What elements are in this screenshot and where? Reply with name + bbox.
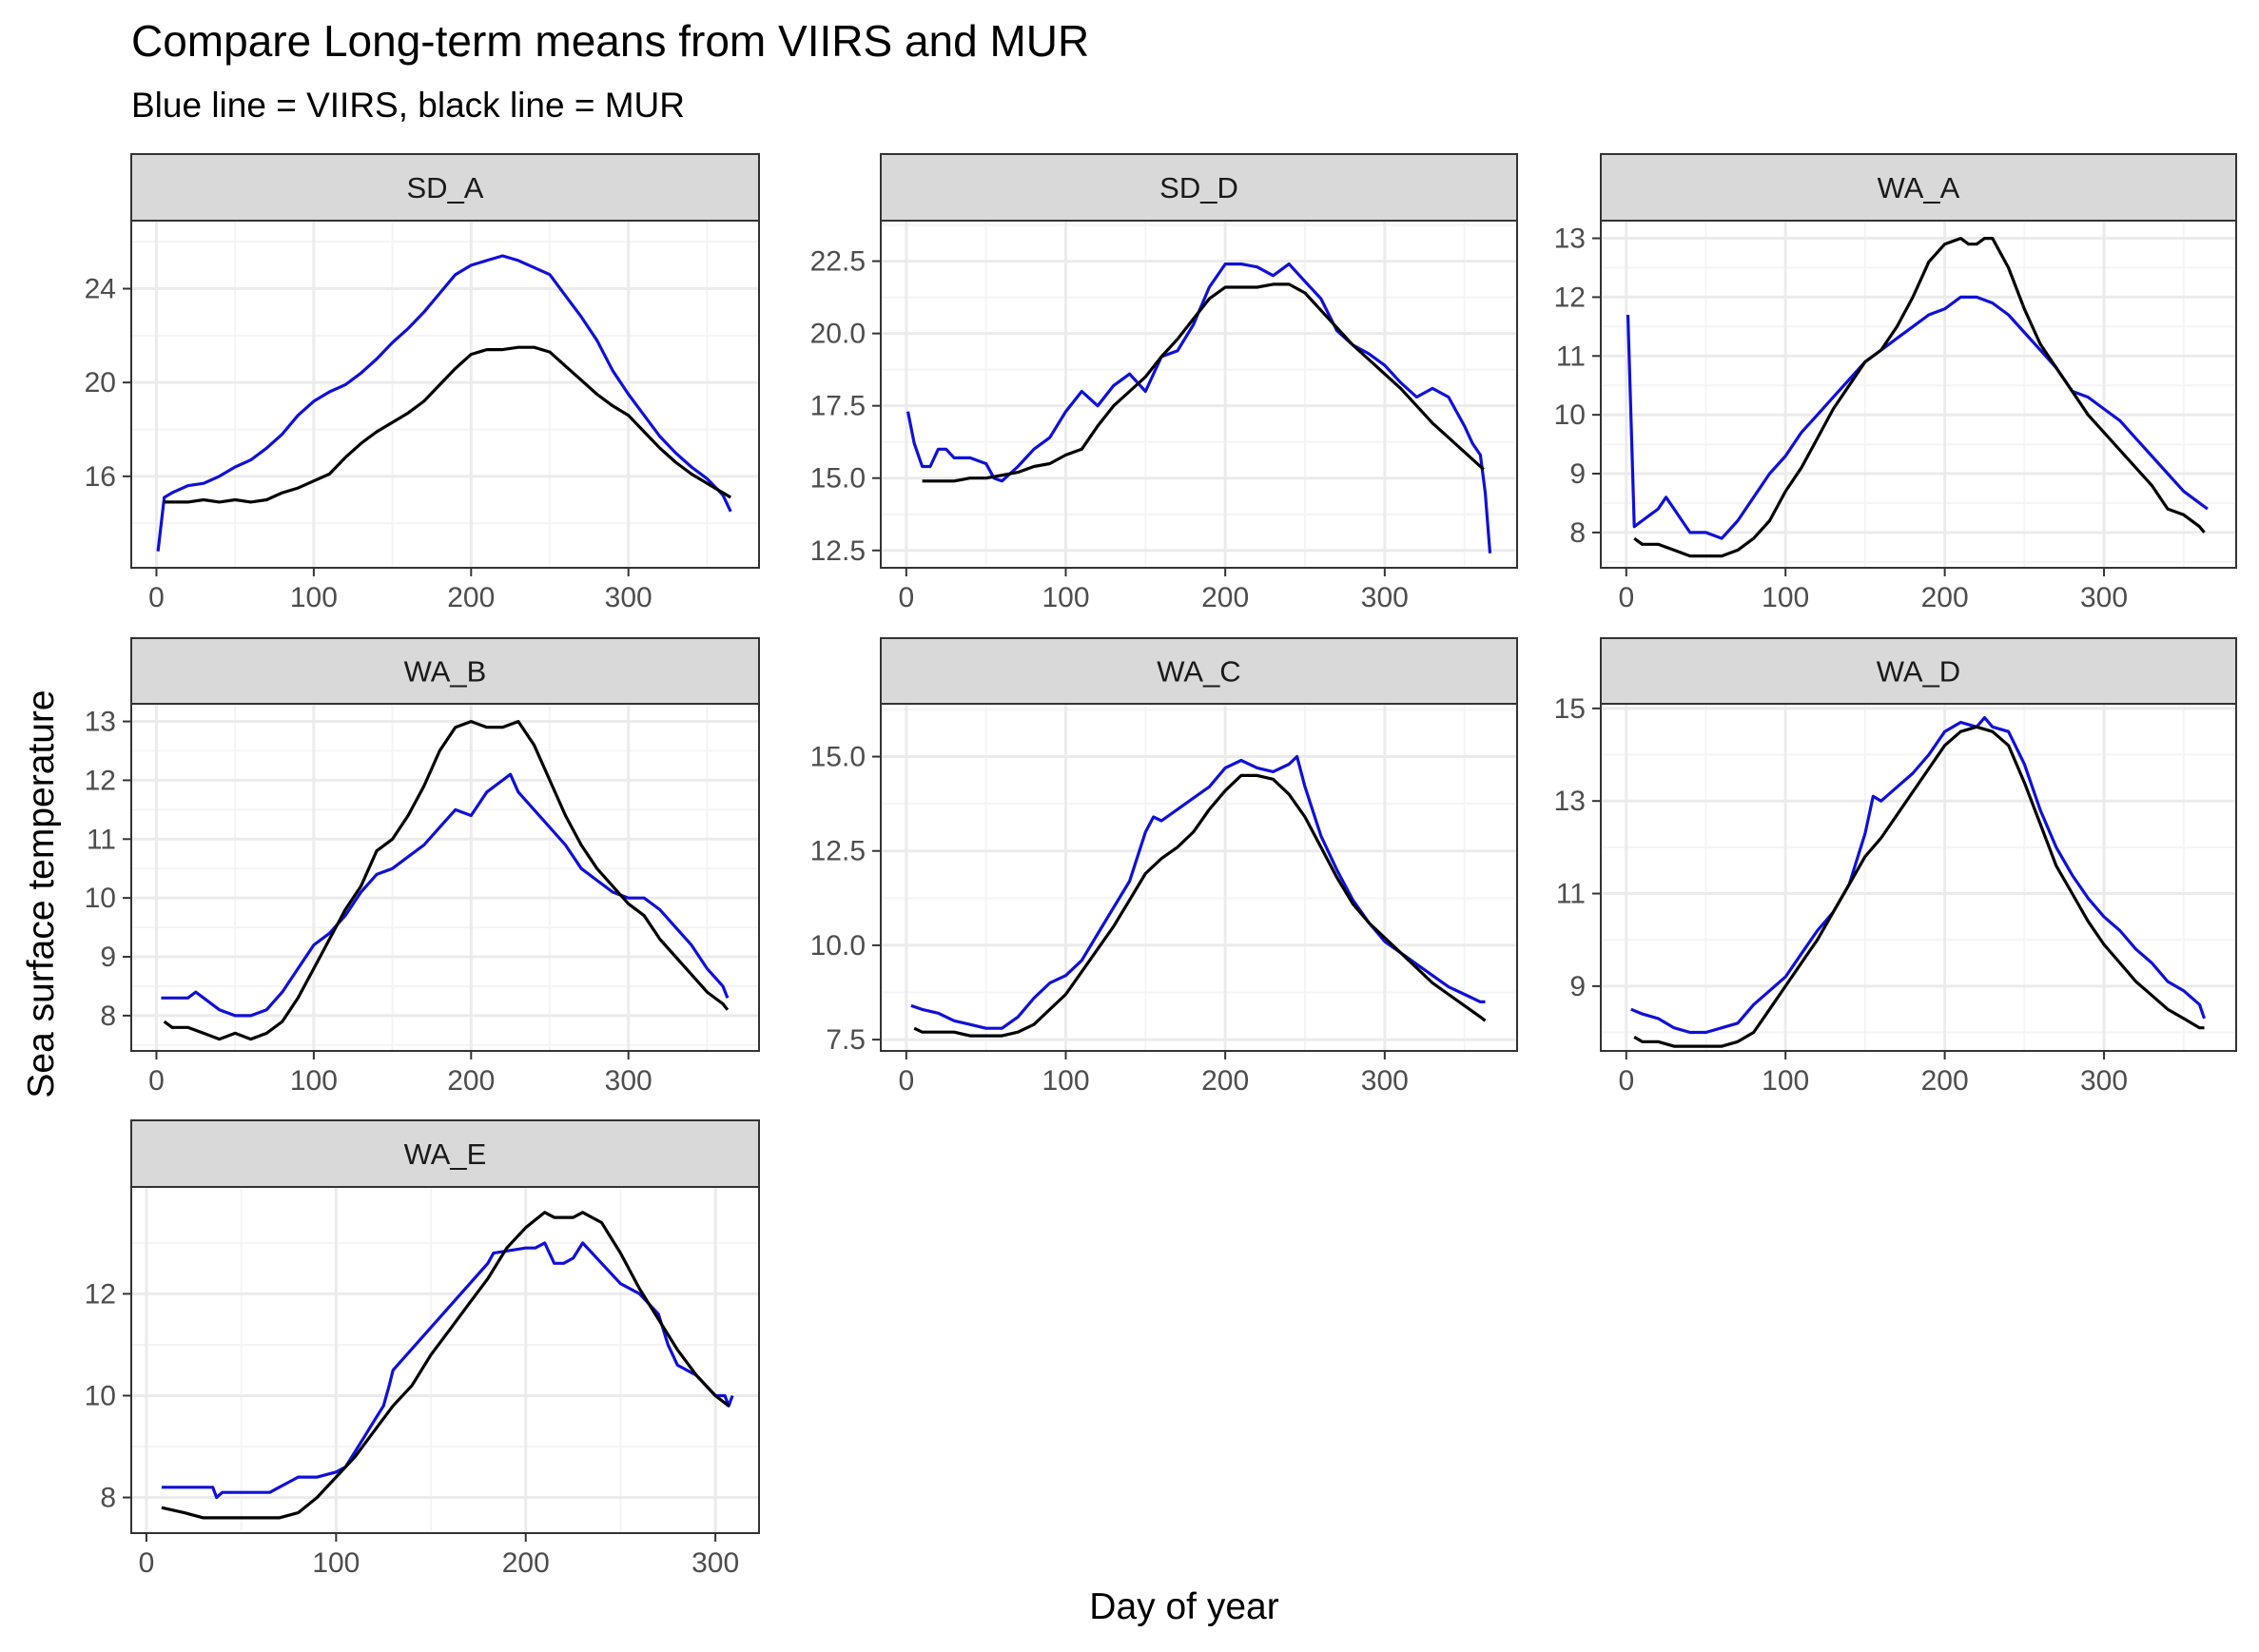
x-tick-label: 300 — [2080, 582, 2128, 613]
plot-background — [131, 704, 759, 1051]
y-tick-label: 8 — [1569, 517, 1586, 549]
panel-sd-d: SD_D 0 100 200 300 12.5 15.0 17.5 20.0 22.5 — [810, 154, 1517, 613]
y-tick-label: 15.0 — [810, 742, 866, 773]
x-tick-label: 0 — [898, 582, 914, 613]
y-tick-label: 13 — [1554, 224, 1586, 255]
x-tick-label: 0 — [898, 1065, 914, 1097]
y-tick-label: 7.5 — [826, 1024, 866, 1056]
x-tick-label: 200 — [1201, 1065, 1249, 1097]
x-tick-label: 0 — [1618, 582, 1634, 613]
x-tick-label: 200 — [1201, 582, 1249, 613]
x-tick-label: 0 — [148, 1065, 165, 1097]
plot-background — [131, 1187, 759, 1533]
x-tick-label: 200 — [1921, 1065, 1969, 1097]
x-tick-label: 300 — [605, 582, 652, 613]
facet-label: WA_A — [1878, 171, 1960, 204]
x-tick-label: 300 — [2080, 1065, 2128, 1097]
y-tick-label: 17.5 — [810, 391, 866, 422]
x-tick-label: 100 — [290, 1065, 338, 1097]
y-tick-label: 16 — [85, 461, 116, 493]
x-tick-label: 200 — [447, 582, 495, 613]
y-tick-label: 10 — [85, 883, 116, 914]
y-tick-label: 8 — [100, 1001, 116, 1032]
y-tick-label: 12 — [85, 765, 116, 796]
y-tick-label: 12 — [85, 1278, 116, 1310]
y-tick-label: 15 — [1554, 693, 1586, 725]
x-tick-label: 0 — [148, 582, 165, 613]
facet-label: WA_E — [404, 1137, 487, 1171]
y-tick-label: 24 — [85, 274, 116, 305]
y-tick-label: 12 — [1554, 282, 1586, 313]
x-tick-label: 200 — [447, 1065, 495, 1097]
y-tick-label: 12.5 — [810, 535, 866, 567]
y-tick-label: 12.5 — [810, 836, 866, 867]
x-tick-label: 300 — [1361, 1065, 1409, 1097]
x-tick-label: 100 — [1762, 1065, 1809, 1097]
panel-wa-e: WA_E 0 100 200 300 8 10 12 — [85, 1120, 759, 1579]
x-tick-label: 100 — [1762, 582, 1809, 613]
x-tick-label: 300 — [691, 1547, 739, 1579]
plot-background — [1601, 704, 2236, 1051]
x-tick-label: 0 — [139, 1547, 155, 1579]
panel-wa-b: WA_B 0 100 200 300 8 9 10 11 12 13 — [85, 638, 759, 1097]
y-tick-label: 10 — [1554, 399, 1586, 431]
facet-label: WA_C — [1157, 655, 1240, 689]
facet-label: WA_B — [404, 655, 487, 689]
panel-sd-a: SD_A 0 100 200 300 16 20 24 — [85, 154, 759, 613]
x-tick-label: 300 — [1361, 582, 1409, 613]
y-tick-label: 9 — [1569, 458, 1586, 490]
y-tick-label: 11 — [87, 824, 116, 855]
x-tick-label: 100 — [1042, 1065, 1089, 1097]
y-tick-label: 9 — [1569, 971, 1586, 1002]
facet-label: SD_D — [1159, 171, 1238, 204]
plot-background — [131, 221, 759, 568]
y-tick-label: 13 — [85, 707, 116, 738]
facet-label: WA_D — [1877, 655, 1960, 689]
y-tick-label: 10.0 — [810, 930, 866, 962]
x-tick-label: 100 — [290, 582, 338, 613]
panel-wa-c: WA_C 0 100 200 300 7.5 10.0 12.5 15.0 — [810, 638, 1517, 1097]
y-tick-label: 9 — [100, 942, 116, 973]
x-tick-label: 200 — [1921, 582, 1969, 613]
y-tick-label: 15.0 — [810, 463, 866, 495]
plot-background — [1601, 221, 2236, 568]
y-tick-label: 11 — [1556, 879, 1586, 910]
panel-wa-a: WA_A 0 100 200 300 8 9 10 11 12 13 — [1554, 154, 2236, 613]
y-tick-label: 20.0 — [810, 319, 866, 350]
panel-wa-d: WA_D 0 100 200 300 9 11 13 15 — [1554, 638, 2236, 1097]
x-tick-label: 200 — [502, 1547, 550, 1579]
y-tick-label: 20 — [85, 367, 116, 398]
y-tick-label: 13 — [1554, 786, 1586, 817]
x-tick-label: 100 — [1042, 582, 1089, 613]
y-tick-label: 11 — [1556, 340, 1586, 372]
y-tick-label: 10 — [85, 1380, 116, 1411]
y-tick-label: 8 — [100, 1483, 116, 1514]
y-tick-label: 22.5 — [810, 246, 866, 278]
x-tick-label: 0 — [1618, 1065, 1634, 1097]
facet-label: SD_A — [407, 171, 484, 204]
x-tick-label: 300 — [605, 1065, 652, 1097]
x-tick-label: 100 — [312, 1547, 360, 1579]
